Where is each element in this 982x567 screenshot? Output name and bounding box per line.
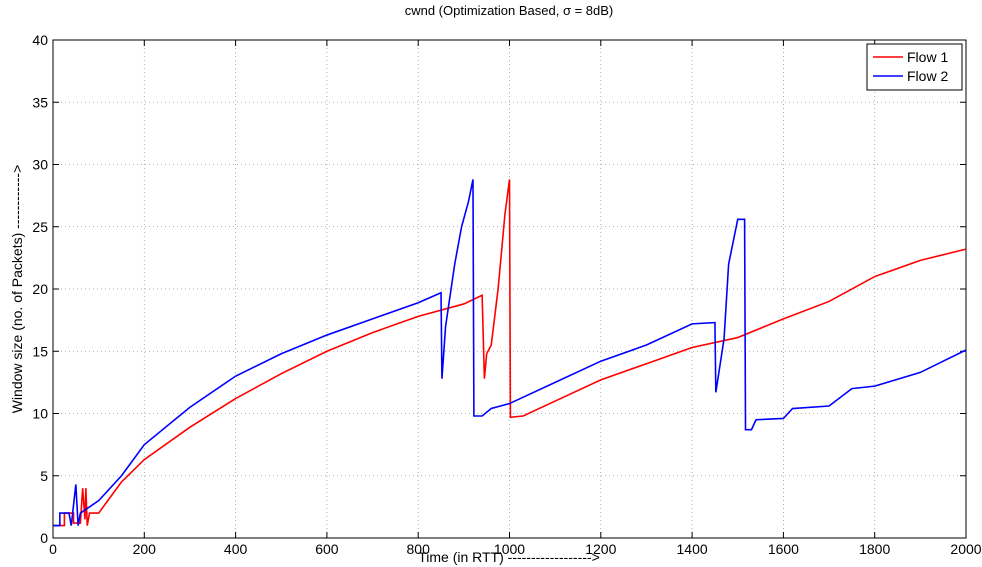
- y-tick-label: 15: [32, 343, 48, 359]
- x-tick-label: 800: [407, 541, 431, 557]
- legend-label: Flow 2: [907, 68, 948, 84]
- x-tick-label: 400: [224, 541, 248, 557]
- y-tick-label: 5: [40, 468, 48, 484]
- y-axis-label: Window size (no. of Packets) -----------…: [9, 165, 25, 414]
- x-tick-label: 600: [315, 541, 339, 557]
- y-tick-label: 0: [40, 530, 48, 546]
- y-tick-label: 20: [32, 281, 48, 297]
- x-tick-label: 0: [49, 541, 57, 557]
- x-axis-label: Time (in RTT) ------------------>: [418, 549, 600, 565]
- series-line: [53, 179, 967, 527]
- legend-box: [866, 43, 963, 91]
- plot-frame: [52, 39, 967, 539]
- x-tick-label: 1800: [859, 541, 890, 557]
- x-tick-label: 1000: [494, 541, 525, 557]
- chart-title: cwnd (Optimization Based, σ = 8dB): [405, 3, 614, 18]
- y-tick-label: 40: [32, 32, 48, 48]
- series-line: [53, 179, 967, 527]
- x-tick-label: 1200: [585, 541, 616, 557]
- x-tick-label: 1400: [677, 541, 708, 557]
- y-tick-label: 30: [32, 157, 48, 173]
- x-tick-label: 2000: [950, 541, 981, 557]
- y-tick-label: 25: [32, 219, 48, 235]
- y-tick-label: 10: [32, 406, 48, 422]
- y-tick-label: 35: [32, 94, 48, 110]
- x-tick-label: 200: [133, 541, 157, 557]
- x-tick-label: 1600: [768, 541, 799, 557]
- legend-label: Flow 1: [907, 49, 948, 65]
